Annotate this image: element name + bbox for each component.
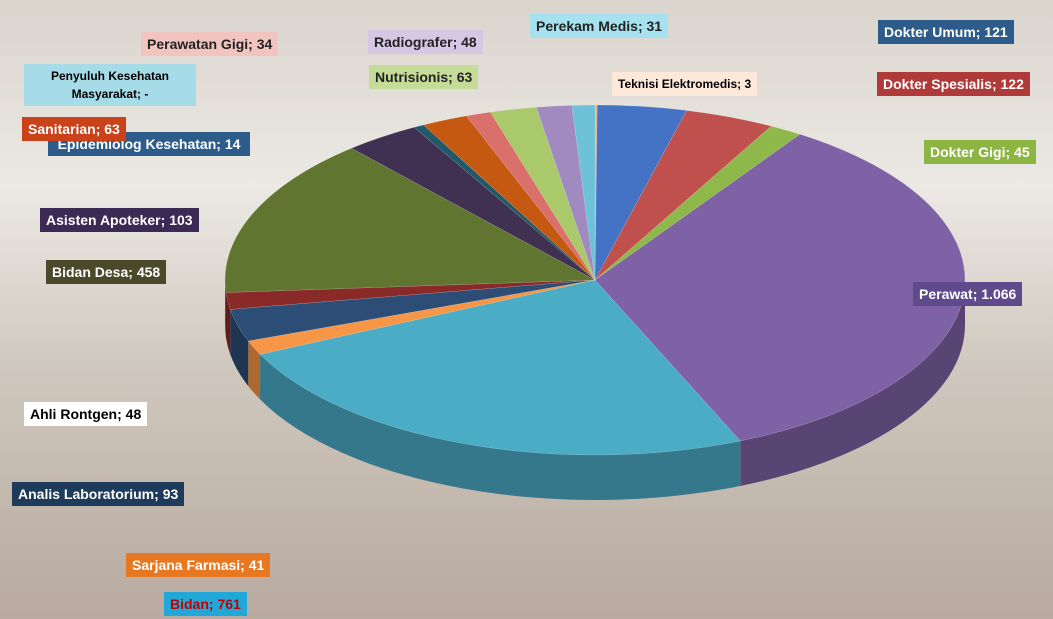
label-name: Perawatan Gigi <box>147 36 249 52</box>
data-label: Dokter Spesialis; 122 <box>877 72 1030 96</box>
label-separator: ; <box>972 286 978 302</box>
label-name: Bidan Desa <box>52 264 129 280</box>
label-name: Penyuluh Kesehatan Masyarakat <box>50 69 170 101</box>
label-value: 121 <box>984 24 1008 40</box>
slice <box>594 104 688 281</box>
slice <box>594 104 598 281</box>
slice <box>247 279 596 355</box>
data-label: Sarjana Farmasi; 41 <box>126 553 271 577</box>
data-label: Radiografer; 48 <box>368 30 483 54</box>
data-label: Perawatan Gigi; 34 <box>141 32 279 56</box>
label-separator: ; <box>137 87 142 101</box>
slice <box>465 111 596 281</box>
label-separator: ; <box>160 212 166 228</box>
data-label: Perekam Medis; 31 <box>530 14 669 38</box>
data-label: Sanitarian; 63 <box>22 117 126 141</box>
label-separator: ; <box>1005 144 1011 160</box>
slice <box>350 127 596 281</box>
label-name: Perawat <box>919 286 973 302</box>
slice <box>535 105 596 281</box>
slice <box>229 279 596 342</box>
slice <box>594 125 801 281</box>
label-separator: ; <box>991 76 997 92</box>
label-value: 458 <box>136 264 161 280</box>
label-separator: ; <box>975 24 981 40</box>
slice <box>225 279 596 310</box>
label-separator: ; <box>208 596 214 612</box>
label-name: Radiografer <box>374 34 453 50</box>
label-name: Bidan <box>170 596 209 612</box>
label-name: Perekam Medis <box>536 18 638 34</box>
label-separator: ; <box>216 136 221 152</box>
label-name: Sanitarian <box>28 121 96 137</box>
label-value: 122 <box>1000 76 1024 92</box>
slice-side <box>225 280 226 338</box>
label-separator: ; <box>128 264 133 280</box>
label-name: Analis Laboratorium <box>18 486 155 502</box>
label-name: Nutrisionis <box>375 69 449 85</box>
label-value: 48 <box>125 406 142 422</box>
slice-side <box>740 280 965 486</box>
label-value: 48 <box>461 34 477 50</box>
label-separator: ; <box>240 557 245 573</box>
label-value: 1.066 <box>981 286 1017 302</box>
label-separator: ; <box>248 36 253 52</box>
label-separator: ; <box>452 34 458 50</box>
label-value: 761 <box>217 596 241 612</box>
label-name: Asisten Apoteker <box>46 212 161 228</box>
slice <box>224 147 596 293</box>
label-separator: ; <box>448 69 453 85</box>
data-label: Bidan Desa; 458 <box>46 260 167 284</box>
label-name: Dokter Umum <box>884 24 976 40</box>
data-label: Asisten Apoteker; 103 <box>40 208 199 232</box>
data-label: Teknisi Elektromedis; 3 <box>612 72 758 96</box>
slice-side <box>230 309 249 387</box>
label-value: 14 <box>224 136 241 152</box>
slice-side <box>260 354 741 500</box>
label-separator: ; <box>737 77 742 91</box>
data-label: Dokter Gigi; 45 <box>924 140 1036 164</box>
label-value: 93 <box>162 486 179 502</box>
label-separator: ; <box>637 18 643 34</box>
slice <box>413 124 596 281</box>
slice-side <box>248 341 261 400</box>
label-value: 34 <box>256 36 273 52</box>
data-label: Dokter Umum; 121 <box>878 20 1014 44</box>
data-label: Penyuluh Kesehatan Masyarakat; - <box>24 64 196 106</box>
label-name: Teknisi Elektromedis <box>618 77 738 91</box>
label-value: 45 <box>1014 144 1030 160</box>
slice <box>259 279 741 456</box>
data-label: Perawat; 1.066 <box>913 282 1023 306</box>
label-separator: ; <box>154 486 159 502</box>
slice <box>490 106 596 281</box>
slice <box>594 110 772 281</box>
label-value: 63 <box>104 121 120 137</box>
label-value: 3 <box>744 77 752 91</box>
label-separator: ; <box>95 121 101 137</box>
label-value: 103 <box>169 212 193 228</box>
label-value: - <box>144 87 149 101</box>
slice <box>571 104 596 281</box>
data-label: Nutrisionis; 63 <box>369 65 479 89</box>
slice <box>422 115 596 281</box>
data-label: Bidan; 761 <box>164 592 247 616</box>
label-value: 31 <box>646 18 663 34</box>
slice-side <box>225 292 231 355</box>
label-value: 41 <box>248 557 265 573</box>
label-name: Dokter Gigi <box>930 144 1006 160</box>
label-name: Dokter Spesialis <box>883 76 992 92</box>
data-label: Ahli Rontgen; 48 <box>24 402 148 426</box>
label-value: 63 <box>456 69 473 85</box>
label-separator: ; <box>117 406 122 422</box>
label-name: Sarjana Farmasi <box>132 557 241 573</box>
label-name: Ahli Rontgen <box>30 406 118 422</box>
data-label: Analis Laboratorium; 93 <box>12 482 185 506</box>
